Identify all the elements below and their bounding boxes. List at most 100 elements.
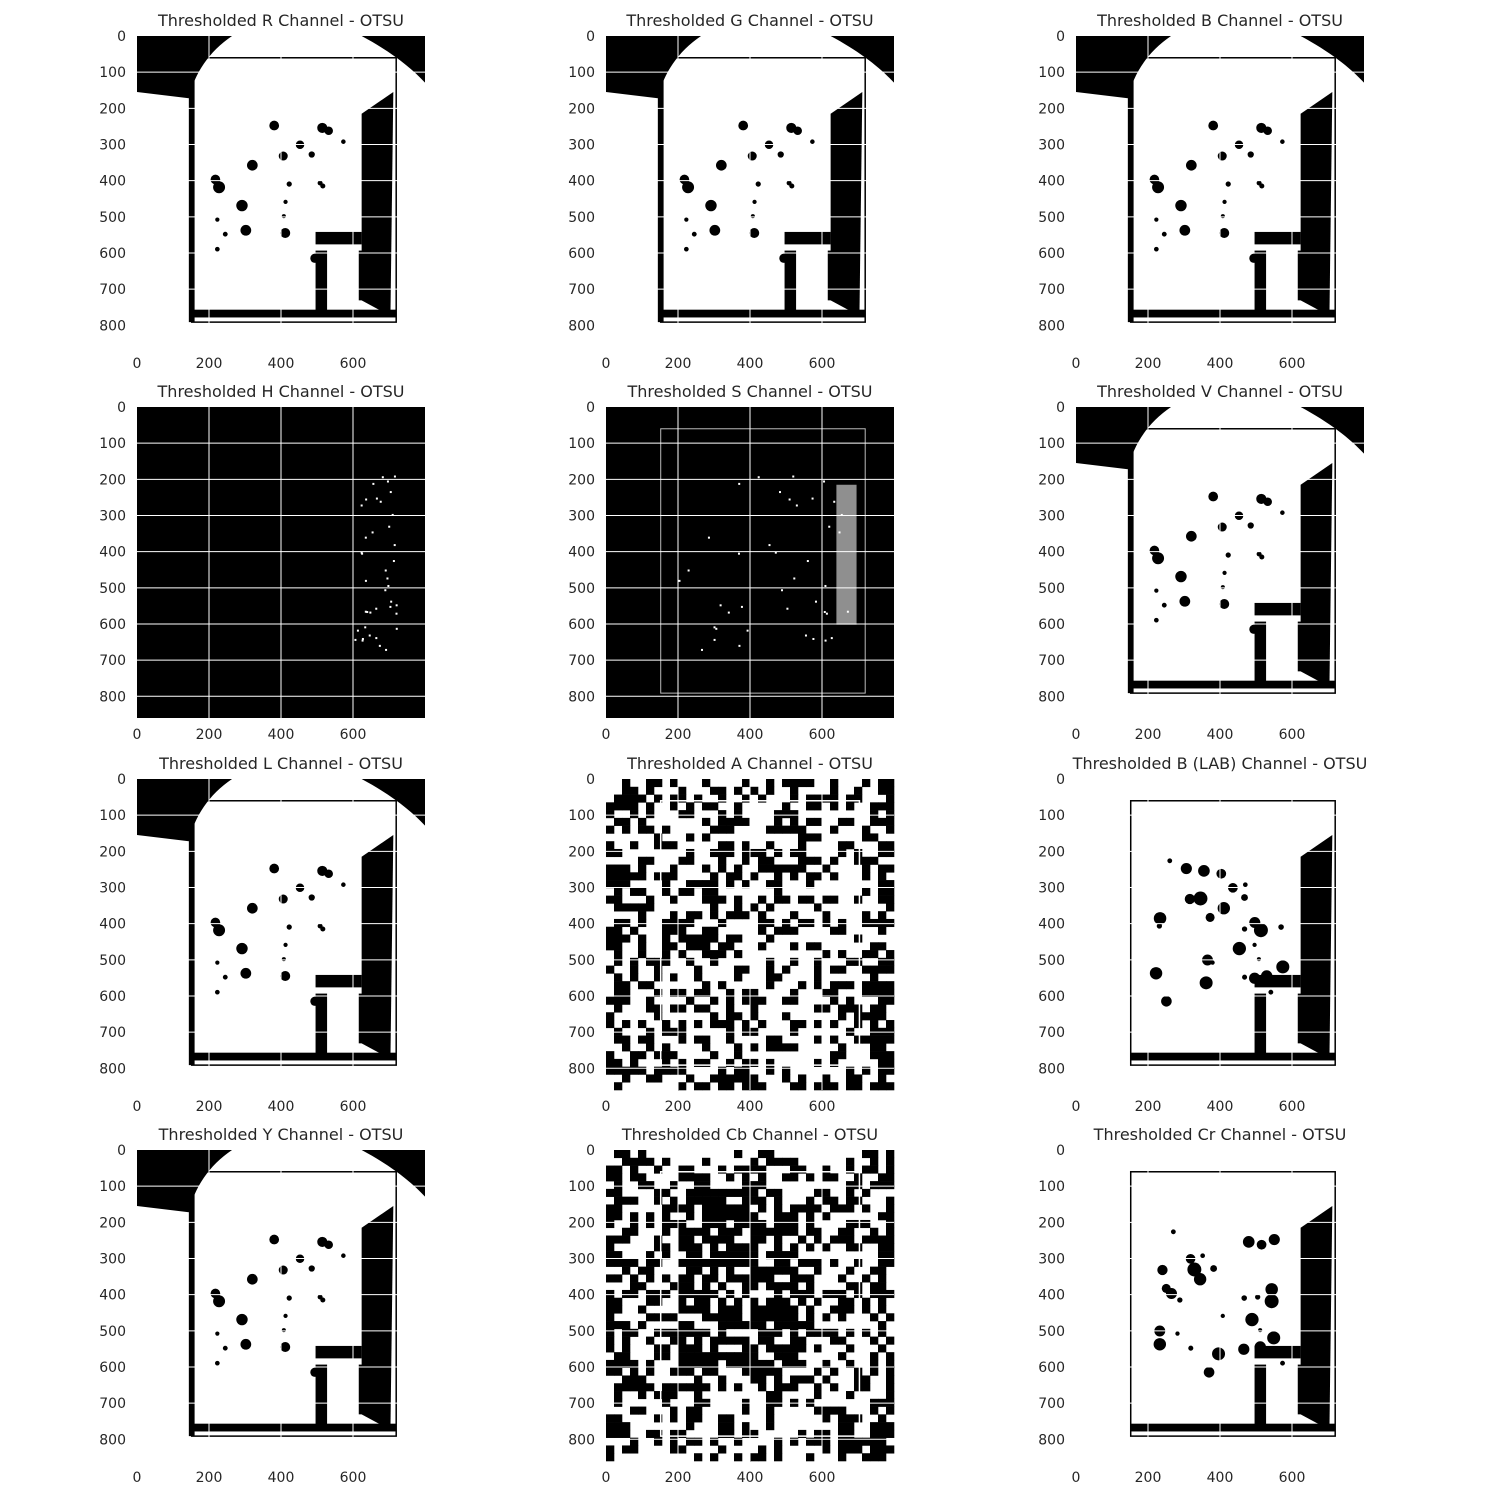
y-tick-label: 200	[1038, 472, 1065, 488]
subplot-title: Thresholded B (LAB) Channel - OTSU	[1072, 754, 1368, 773]
y-tick-label: 100	[1038, 436, 1065, 452]
y-tick-label: 400	[1038, 545, 1065, 561]
x-tick-label: 600	[340, 727, 367, 743]
y-tick-label: 200	[568, 844, 595, 860]
x-tick-label: 200	[665, 356, 692, 372]
x-tick-label: 400	[737, 1470, 764, 1486]
y-tick-label: 700	[1038, 1396, 1065, 1412]
y-tick-label: 400	[1038, 174, 1065, 190]
y-tick-label: 200	[568, 472, 595, 488]
x-tick-label: 0	[602, 727, 611, 743]
x-tick-label: 600	[1279, 356, 1306, 372]
x-tick-label: 200	[196, 356, 223, 372]
subplot: Thresholded Cr Channel - OTSU 0 100 200 300 4…	[1038, 1125, 1364, 1486]
x-tick-label: 200	[665, 727, 692, 743]
y-tick-label: 800	[99, 689, 126, 705]
y-tick-label: 600	[1038, 617, 1065, 633]
y-tick-label: 800	[568, 1432, 595, 1448]
x-tick-label: 200	[1135, 356, 1162, 372]
x-tick-label: 400	[1207, 1099, 1234, 1115]
x-tick-label: 600	[809, 727, 836, 743]
y-tick-label: 400	[568, 1288, 595, 1304]
y-tick-label: 100	[99, 808, 126, 824]
y-tick-label: 800	[99, 1061, 126, 1077]
y-tick-label: 700	[1038, 1025, 1065, 1041]
y-tick-label: 200	[1038, 1215, 1065, 1231]
x-tick-label: 200	[1135, 727, 1162, 743]
y-tick-label: 400	[568, 545, 595, 561]
y-tick-label: 0	[117, 772, 126, 788]
y-tick-label: 100	[1038, 65, 1065, 81]
subplot-title: Thresholded A Channel - OTSU	[626, 754, 873, 773]
y-tick-label: 500	[1038, 1324, 1065, 1340]
subplot-title: Thresholded Cb Channel - OTSU	[621, 1125, 878, 1144]
subplot: Thresholded V Channel - OTSU 0 100 200 300 40…	[1038, 382, 1364, 743]
y-tick-label: 800	[1038, 318, 1065, 334]
y-tick-label: 0	[117, 29, 126, 45]
x-tick-label: 400	[1207, 1470, 1234, 1486]
y-tick-label: 800	[568, 1061, 595, 1077]
y-tick-label: 400	[99, 174, 126, 190]
subplot-title: Thresholded H Channel - OTSU	[157, 382, 405, 401]
y-tick-label: 200	[99, 1215, 126, 1231]
y-tick-label: 600	[1038, 1360, 1065, 1376]
subplot: Thresholded Y Channel - OTSU 0 100 200 300 40…	[99, 1125, 425, 1486]
y-tick-label: 300	[568, 880, 595, 896]
x-tick-label: 0	[602, 1099, 611, 1115]
x-tick-label: 200	[1135, 1470, 1162, 1486]
y-tick-label: 500	[568, 210, 595, 226]
y-tick-label: 200	[568, 1215, 595, 1231]
x-tick-label: 600	[809, 1470, 836, 1486]
y-tick-label: 800	[99, 1432, 126, 1448]
y-tick-label: 0	[586, 1143, 595, 1159]
y-tick-label: 0	[586, 772, 595, 788]
x-tick-label: 0	[1072, 1470, 1081, 1486]
x-tick-label: 600	[809, 356, 836, 372]
y-tick-label: 0	[117, 1143, 126, 1159]
subplot: Thresholded H Channel - OTSU 0 100 200 300 40…	[99, 382, 425, 743]
subplot-title: Thresholded B Channel - OTSU	[1096, 11, 1343, 30]
x-tick-label: 0	[133, 1099, 142, 1115]
subplot-title: Thresholded L Channel - OTSU	[158, 754, 403, 773]
x-tick-label: 400	[737, 1099, 764, 1115]
y-tick-label: 600	[568, 989, 595, 1005]
y-tick-label: 400	[568, 174, 595, 190]
y-tick-label: 100	[568, 65, 595, 81]
y-tick-label: 700	[99, 1396, 126, 1412]
x-tick-label: 0	[1072, 727, 1081, 743]
subplot-title: Thresholded G Channel - OTSU	[625, 11, 873, 30]
y-tick-label: 0	[1056, 400, 1065, 416]
y-tick-label: 500	[568, 953, 595, 969]
y-tick-label: 200	[99, 844, 126, 860]
y-tick-label: 300	[1038, 880, 1065, 896]
y-tick-label: 100	[99, 436, 126, 452]
subplot: Thresholded A Channel - OTSU 0 100 200 300 40…	[568, 754, 895, 1115]
y-tick-label: 500	[1038, 953, 1065, 969]
subplot-title: Thresholded V Channel - OTSU	[1096, 382, 1343, 401]
y-tick-label: 300	[1038, 1251, 1065, 1267]
subplot: Thresholded B (LAB) Channel - OTSU 0 100 20…	[1038, 754, 1367, 1115]
y-tick-label: 800	[99, 318, 126, 334]
y-tick-label: 0	[117, 400, 126, 416]
x-tick-label: 0	[133, 356, 142, 372]
subplot-title: Thresholded Y Channel - OTSU	[158, 1125, 404, 1144]
y-tick-label: 0	[1056, 1143, 1065, 1159]
y-tick-label: 800	[1038, 689, 1065, 705]
x-tick-label: 600	[1279, 727, 1306, 743]
y-tick-label: 400	[99, 917, 126, 933]
subplot: Thresholded B Channel - OTSU 0 100 200 300 40…	[1038, 11, 1364, 372]
x-tick-label: 200	[665, 1099, 692, 1115]
y-tick-label: 500	[1038, 581, 1065, 597]
y-tick-label: 500	[99, 1324, 126, 1340]
x-tick-label: 400	[1207, 356, 1234, 372]
x-tick-label: 600	[340, 1470, 367, 1486]
y-tick-label: 300	[99, 508, 126, 524]
y-tick-label: 400	[99, 545, 126, 561]
y-tick-label: 600	[568, 246, 595, 262]
x-tick-label: 400	[737, 727, 764, 743]
y-tick-label: 400	[568, 917, 595, 933]
y-tick-label: 400	[99, 1288, 126, 1304]
y-tick-label: 600	[1038, 989, 1065, 1005]
x-tick-label: 0	[1072, 1099, 1081, 1115]
